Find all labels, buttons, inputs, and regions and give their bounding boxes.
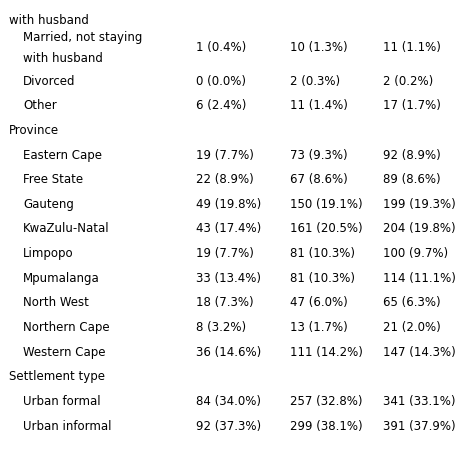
Text: 147 (14.3%): 147 (14.3%) <box>383 346 456 359</box>
Text: with husband: with husband <box>23 53 103 65</box>
Text: 204 (19.8%): 204 (19.8%) <box>383 222 456 236</box>
Text: Married, not staying: Married, not staying <box>23 31 143 45</box>
Text: 19 (7.7%): 19 (7.7%) <box>196 247 254 260</box>
Text: with husband: with husband <box>9 14 89 27</box>
Text: 92 (8.9%): 92 (8.9%) <box>383 148 441 162</box>
Text: KwaZulu-Natal: KwaZulu-Natal <box>23 222 110 236</box>
Text: Other: Other <box>23 99 57 112</box>
Text: 111 (14.2%): 111 (14.2%) <box>290 346 363 359</box>
Text: 73 (9.3%): 73 (9.3%) <box>290 148 347 162</box>
Text: 67 (8.6%): 67 (8.6%) <box>290 173 347 186</box>
Text: 199 (19.3%): 199 (19.3%) <box>383 198 456 211</box>
Text: 0 (0.0%): 0 (0.0%) <box>196 74 246 88</box>
Text: Limpopo: Limpopo <box>23 247 74 260</box>
Text: 43 (17.4%): 43 (17.4%) <box>196 222 262 236</box>
Text: Northern Cape: Northern Cape <box>23 321 110 334</box>
Text: 81 (10.3%): 81 (10.3%) <box>290 247 355 260</box>
Text: 18 (7.3%): 18 (7.3%) <box>196 296 254 310</box>
Text: Province: Province <box>9 124 59 137</box>
Text: 10 (1.3%): 10 (1.3%) <box>290 41 347 55</box>
Text: Free State: Free State <box>23 173 83 186</box>
Text: 11 (1.1%): 11 (1.1%) <box>383 41 441 55</box>
Text: Settlement type: Settlement type <box>9 370 105 383</box>
Text: 2 (0.2%): 2 (0.2%) <box>383 74 433 88</box>
Text: 161 (20.5%): 161 (20.5%) <box>290 222 362 236</box>
Text: 19 (7.7%): 19 (7.7%) <box>196 148 254 162</box>
Text: 33 (13.4%): 33 (13.4%) <box>196 272 261 285</box>
Text: 150 (19.1%): 150 (19.1%) <box>290 198 362 211</box>
Text: 36 (14.6%): 36 (14.6%) <box>196 346 262 359</box>
Text: 100 (9.7%): 100 (9.7%) <box>383 247 448 260</box>
Text: Mpumalanga: Mpumalanga <box>23 272 100 285</box>
Text: North West: North West <box>23 296 89 310</box>
Text: Urban informal: Urban informal <box>23 419 112 433</box>
Text: 21 (2.0%): 21 (2.0%) <box>383 321 441 334</box>
Text: Divorced: Divorced <box>23 74 76 88</box>
Text: 89 (8.6%): 89 (8.6%) <box>383 173 441 186</box>
Text: 257 (32.8%): 257 (32.8%) <box>290 395 362 408</box>
Text: 47 (6.0%): 47 (6.0%) <box>290 296 347 310</box>
Text: Gauteng: Gauteng <box>23 198 74 211</box>
Text: 17 (1.7%): 17 (1.7%) <box>383 99 441 112</box>
Text: 391 (37.9%): 391 (37.9%) <box>383 419 456 433</box>
Text: 92 (37.3%): 92 (37.3%) <box>196 419 261 433</box>
Text: Eastern Cape: Eastern Cape <box>23 148 102 162</box>
Text: 6 (2.4%): 6 (2.4%) <box>196 99 246 112</box>
Text: 1 (0.4%): 1 (0.4%) <box>196 41 246 55</box>
Text: 49 (19.8%): 49 (19.8%) <box>196 198 262 211</box>
Text: 22 (8.9%): 22 (8.9%) <box>196 173 254 186</box>
Text: Western Cape: Western Cape <box>23 346 106 359</box>
Text: 65 (6.3%): 65 (6.3%) <box>383 296 441 310</box>
Text: 2 (0.3%): 2 (0.3%) <box>290 74 340 88</box>
Text: 84 (34.0%): 84 (34.0%) <box>196 395 261 408</box>
Text: 341 (33.1%): 341 (33.1%) <box>383 395 456 408</box>
Text: Urban formal: Urban formal <box>23 395 101 408</box>
Text: 81 (10.3%): 81 (10.3%) <box>290 272 355 285</box>
Text: 11 (1.4%): 11 (1.4%) <box>290 99 347 112</box>
Text: 8 (3.2%): 8 (3.2%) <box>196 321 246 334</box>
Text: 13 (1.7%): 13 (1.7%) <box>290 321 347 334</box>
Text: 299 (38.1%): 299 (38.1%) <box>290 419 362 433</box>
Text: 114 (11.1%): 114 (11.1%) <box>383 272 456 285</box>
